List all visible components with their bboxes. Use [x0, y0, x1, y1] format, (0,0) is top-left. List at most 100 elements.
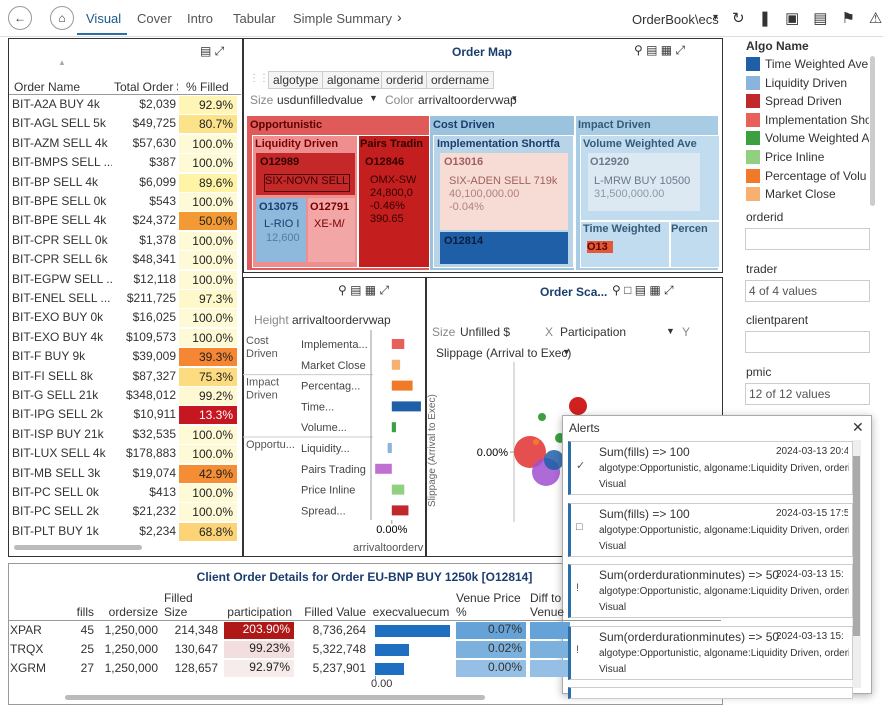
legend-swatch[interactable] — [746, 187, 760, 202]
legend-label[interactable]: Liquidity Driven — [765, 75, 848, 90]
tile[interactable] — [670, 221, 720, 268]
legend-label[interactable]: Volume Weighted A — [765, 131, 869, 146]
legend-label[interactable]: Price Inline — [765, 150, 825, 164]
alert-card[interactable] — [568, 502, 853, 557]
tile[interactable] — [256, 198, 306, 262]
order-name[interactable]: BIT-IPG SELL 2k — [12, 407, 103, 422]
legend-swatch[interactable] — [746, 112, 760, 127]
order-name[interactable]: BIT-EGPW SELL ... — [12, 271, 112, 286]
order-name[interactable]: BIT-PC SELL 2k — [12, 504, 99, 519]
order-name[interactable]: BIT-A2A BUY 4k — [12, 97, 100, 111]
tile[interactable] — [440, 232, 568, 264]
legend-swatch[interactable] — [746, 131, 760, 146]
column-header[interactable]: Order Name — [14, 80, 81, 94]
dropdown[interactable]: ▾ — [512, 93, 517, 103]
filter-input[interactable]: 4 of 4 values — [745, 279, 870, 302]
order-name[interactable]: BIT-FI SELL 8k — [12, 368, 93, 383]
row-label[interactable]: TRQX — [10, 642, 44, 656]
tile[interactable] — [580, 221, 670, 268]
column-header[interactable]: execvaluecum — [372, 605, 450, 619]
legend-swatch[interactable] — [746, 150, 760, 164]
chip[interactable]: algoname — [322, 71, 385, 89]
toolbar-icons[interactable]: ↻❚▣▤⚑⚠ — [732, 10, 883, 27]
workbook-name[interactable]: OrderBook\ecs — [632, 12, 719, 27]
row-label[interactable]: XGRM — [10, 661, 46, 675]
order-name[interactable]: BIT-EXO BUY 0k — [12, 310, 104, 325]
order-name[interactable]: BIT-LUX SELL 4k — [12, 446, 106, 461]
tabs-more[interactable]: › — [397, 9, 402, 25]
tile[interactable] — [308, 198, 355, 262]
legend-label[interactable]: Market Close — [765, 187, 836, 202]
tab[interactable]: Cover — [137, 11, 172, 26]
scrollbar[interactable] — [870, 56, 875, 206]
scrollbar-thumb[interactable] — [853, 456, 860, 636]
order-name[interactable]: BIT-MB SELL 3k — [12, 465, 101, 480]
dropdown[interactable]: ▼ — [369, 93, 378, 103]
order-name[interactable]: BIT-CPR SELL 6k — [12, 252, 108, 267]
column-header[interactable]: Filled Size — [164, 591, 193, 619]
column-header[interactable]: ordersize — [108, 605, 158, 619]
panel-icons[interactable]: ⚲ ▤ ▦ ⤢ — [634, 43, 686, 57]
back-button[interactable]: ← — [8, 6, 32, 30]
home-button[interactable]: ⌂ — [50, 6, 74, 30]
x-value[interactable]: Participation — [560, 325, 627, 339]
legend-label[interactable]: Implementation Sho — [765, 112, 869, 127]
order-name[interactable]: BIT-CPR SELL 0k — [12, 232, 108, 247]
y-value[interactable]: Slippage (Arrival to Exec) — [436, 346, 572, 360]
panel-icons[interactable]: ▤ ⤢ — [200, 44, 225, 58]
tab[interactable]: Visual — [86, 11, 122, 26]
column-header[interactable]: Diff to Venue Price % — [456, 589, 521, 619]
column-header[interactable]: Total Order $ — [114, 80, 178, 94]
size-value[interactable]: Unfilled $ — [460, 325, 511, 339]
order-name[interactable]: BIT-AZM SELL 4k — [12, 135, 108, 150]
order-name[interactable]: BIT-PC SELL 0k — [12, 485, 99, 499]
chip[interactable]: ordername — [426, 71, 495, 89]
dropdown[interactable]: ▼ — [666, 326, 675, 336]
column-header[interactable]: Filled Value — [304, 605, 366, 619]
tab[interactable]: Intro — [187, 11, 214, 26]
workbook-dropdown[interactable]: ▾ — [713, 12, 719, 23]
height-value[interactable]: arrivaltoordervwap — [292, 313, 391, 327]
tab[interactable]: Tabular — [233, 11, 276, 26]
legend-swatch[interactable] — [746, 168, 760, 183]
legend-swatch[interactable] — [746, 57, 760, 71]
scrollbar[interactable] — [14, 545, 142, 550]
legend-swatch[interactable] — [746, 75, 760, 90]
order-name[interactable]: BIT-BPE SELL 4k — [12, 213, 107, 228]
tab[interactable]: Simple Summary — [293, 11, 392, 26]
panel-icons[interactable]: ⚲ □ ▤ ▦ ⤢ — [612, 283, 674, 297]
color-value[interactable]: arrivaltoordervwap — [418, 93, 517, 107]
tile[interactable] — [358, 135, 430, 268]
legend-swatch[interactable] — [746, 94, 760, 109]
row-label[interactable]: XPAR — [10, 623, 42, 637]
alert-card[interactable] — [568, 441, 853, 495]
chip[interactable]: algotype — [268, 71, 324, 89]
panel-icons[interactable]: ⚲ ▤ ▦ ⤢ — [338, 283, 390, 297]
chip-handle[interactable]: ⋮⋮ — [249, 73, 269, 84]
alert-card[interactable] — [568, 564, 853, 618]
order-name[interactable]: BIT-BMPS SELL ... — [12, 155, 112, 170]
alert-card[interactable] — [568, 625, 853, 680]
filter-input[interactable] — [745, 331, 870, 353]
tile[interactable] — [440, 153, 568, 230]
legend-label[interactable]: Time Weighted Ave — [765, 57, 869, 71]
size-value[interactable]: usdunfilledvalue — [277, 93, 364, 107]
column-header[interactable]: participation — [227, 605, 292, 619]
order-name[interactable]: BIT-ISP BUY 21k — [12, 426, 104, 441]
order-name[interactable]: BIT-PLT BUY 1k — [12, 523, 99, 538]
order-name[interactable]: BIT-BP SELL 4k — [12, 174, 99, 189]
close-button[interactable]: ✕ — [852, 419, 864, 435]
column-header[interactable]: Diff to Venue — [530, 591, 565, 619]
tile[interactable] — [588, 153, 700, 211]
chip[interactable]: orderid — [381, 71, 429, 89]
dropdown[interactable]: ▼ — [562, 347, 571, 357]
scrollbar[interactable] — [65, 695, 485, 700]
column-header[interactable]: fills — [76, 605, 94, 619]
legend-label[interactable]: Spread Driven — [765, 94, 842, 109]
order-name[interactable]: BIT-G SELL 21k — [12, 388, 99, 402]
column-header[interactable]: % Filled — [186, 80, 229, 94]
legend-label[interactable]: Percentage of Volu — [765, 168, 867, 183]
order-name[interactable]: BIT-BPE SELL 0k — [12, 194, 107, 208]
filter-input[interactable]: 12 of 12 values — [745, 382, 870, 405]
scroll-arrow[interactable]: ▲ — [58, 58, 66, 67]
